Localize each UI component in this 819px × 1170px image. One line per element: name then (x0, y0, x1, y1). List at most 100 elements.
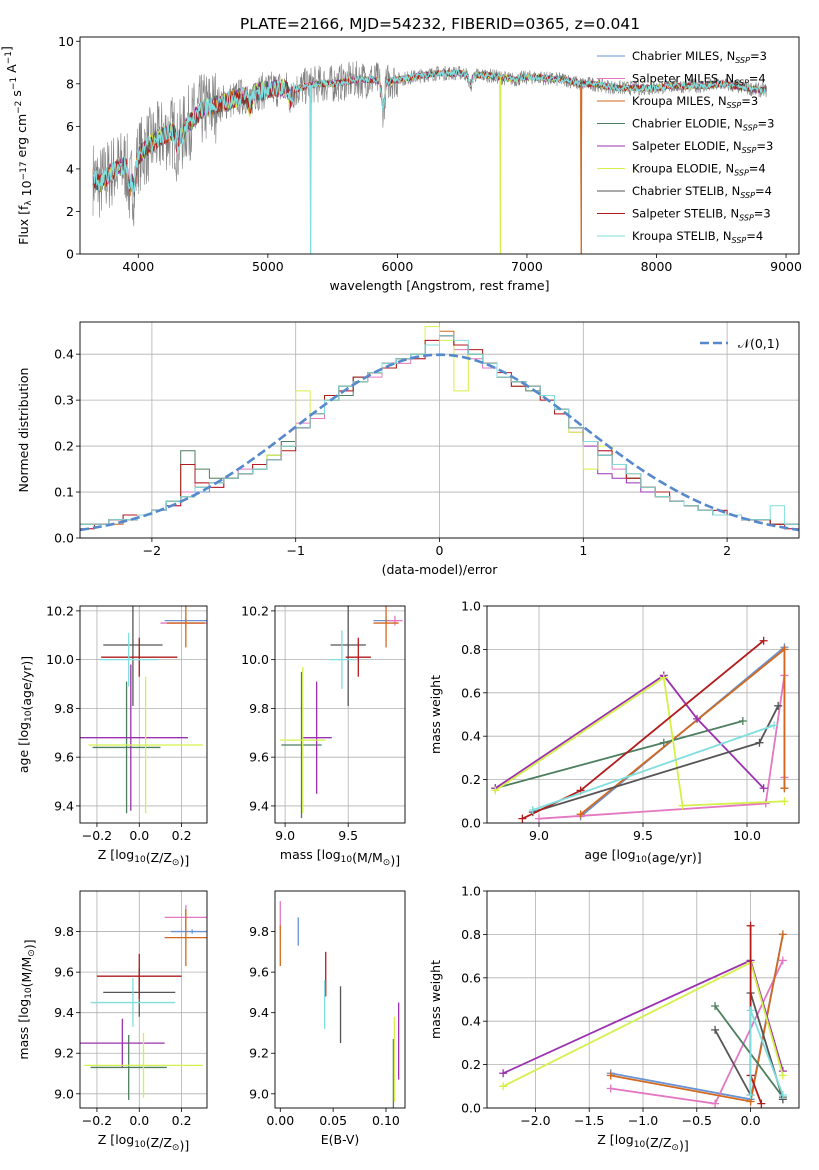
weight-marker (759, 636, 768, 645)
weight-marker (755, 738, 764, 747)
weight-marker (757, 1099, 766, 1108)
chart-spectrum: 4000 5000 6000 7000 8000 9000 0 2 4 6 8 10 wavelengt… (0, 34, 802, 293)
legend-label: Chabrier ELODIE, NSSP=3 (632, 117, 774, 133)
weight-marker (711, 1025, 720, 1034)
x-tick-label: 9.5 (338, 828, 358, 843)
weight-marker (576, 810, 585, 819)
weight-marker (711, 1099, 720, 1108)
x-tick-label: 8000 (641, 259, 673, 274)
weight-series-line (714, 1005, 784, 1098)
y-tick-label: 0.8 (461, 642, 481, 657)
y-tick-label: 10 (58, 34, 74, 49)
y-tick-label: 9.0 (249, 1086, 269, 1101)
weight-marker (774, 701, 783, 710)
x-tick-label: 4000 (122, 259, 154, 274)
weight-series-line (532, 724, 775, 811)
y-axis-label: mass [log10(M/M⊙)] (16, 939, 37, 1059)
weight-lines (491, 636, 789, 823)
chart-mass-weight-vs-age: 9.0 9.5 10.0 0.0 0.2 0.4 0.6 0.8 1.0 age [log10(a… (428, 599, 800, 865)
x-tick-label: −0.2 (82, 1113, 112, 1128)
weight-marker (746, 1090, 755, 1099)
axes-frame (79, 321, 800, 539)
data-spectrum-line (92, 60, 767, 227)
y-tick-label: 9.6 (54, 965, 74, 980)
weight-marker (778, 930, 787, 939)
y-tick-label: 9.8 (54, 924, 74, 939)
weight-series-line (494, 674, 765, 790)
weight-series-line (495, 720, 744, 790)
weight-marker (678, 801, 687, 810)
model-spectrum-line (92, 69, 767, 254)
x-axis-label: wavelength [Angstrom, rest frame] (329, 278, 549, 293)
x-tick-label: 0.2 (172, 828, 192, 843)
y-tick-label: 9.6 (54, 750, 74, 765)
weight-marker (780, 797, 789, 806)
weight-marker (535, 814, 543, 823)
weight-marker (528, 805, 537, 814)
y-tick-label: 0.6 (461, 970, 481, 985)
y-tick-label: 10.0 (241, 652, 269, 667)
y-tick-label: 9.6 (249, 965, 269, 980)
weight-marker (499, 1069, 508, 1078)
histogram-steps (80, 326, 799, 532)
figure-title: PLATE=2166, MJD=54232, FIBERID=0365, z=0… (240, 15, 640, 33)
legend-label: Salpeter STELIB, NSSP=3 (632, 207, 771, 223)
x-tick-label: 2 (723, 543, 731, 558)
y-tick-label: 9.4 (54, 798, 74, 813)
y-tick-label: 0.2 (461, 1057, 481, 1072)
weight-marker (518, 814, 527, 823)
errorbar-points (80, 606, 207, 814)
y-tick-label: 0.2 (54, 439, 74, 454)
legend-label: Chabrier STELIB, NSSP=4 (632, 184, 772, 200)
y-tick-label: 9.8 (249, 924, 269, 939)
histogram-series (80, 335, 799, 525)
y-tick-label: 0 (66, 247, 74, 262)
x-axis-label: mass [log10(M/M⊙)] (280, 847, 400, 868)
legend-label: Salpeter ELODIE, NSSP=3 (632, 139, 773, 155)
legend-label: Kroupa STELIB, NSSP=4 (632, 229, 763, 245)
x-tick-label: −2.0 (520, 1113, 550, 1128)
y-tick-label: 0.0 (461, 1101, 481, 1116)
weight-marker (711, 1002, 720, 1011)
y-tick-label: 0.4 (461, 729, 481, 744)
y-tick-label: 9.0 (54, 1086, 74, 1101)
y-tick-label: 9.2 (54, 1046, 74, 1061)
y-axis-label: Normed distribution (16, 368, 31, 493)
y-tick-label: 10.2 (46, 603, 74, 618)
axes-frame (79, 36, 800, 255)
weight-marker (491, 786, 500, 795)
y-axis-label: age [log10(age/yr)] (16, 656, 34, 773)
y-tick-label: 0.4 (461, 1014, 481, 1029)
weight-marker (759, 784, 768, 793)
weight-marker (770, 721, 779, 730)
x-tick-label: 7000 (511, 259, 543, 274)
y-tick-label: 0.0 (461, 816, 481, 831)
x-tick-label: 9.0 (529, 828, 549, 843)
errorbar-points (280, 606, 403, 819)
normal-reference-curve (80, 353, 799, 532)
x-tick-label: 0.0 (129, 1113, 149, 1128)
y-tick-label: 0.1 (54, 485, 74, 500)
y-tick-label: 9.8 (54, 701, 74, 716)
weight-marker (693, 714, 702, 723)
y-tick-label: 6 (66, 119, 74, 134)
y-tick-label: 0.4 (54, 347, 74, 362)
x-tick-label: 0.0 (129, 828, 149, 843)
spectrum-legend: Chabrier MILES, NSSP=3 Salpeter MILES, NS… (597, 49, 774, 245)
chart-age-vs-mass: 9.0 9.5 9.4 9.6 9.8 10.0 10.2 mass [log10(M/M⊙)… (241, 603, 406, 868)
y-tick-label: 1.0 (461, 884, 481, 899)
legend-label: Salpeter MILES, NSSP=4 (632, 72, 766, 88)
weight-marker (659, 738, 668, 747)
chart-mass-weight-vs-Z: −2.0 −1.5 −1.0 −0.5 0.0 0.0 0.2 0.4 0.6 0.8 1.0 Z [… (428, 884, 800, 1153)
x-tick-label: 0.10 (372, 1113, 400, 1128)
weight-marker (746, 1006, 755, 1015)
y-tick-label: 9.6 (249, 750, 269, 765)
y-tick-label: 0.3 (54, 393, 74, 408)
x-tick-label: 0.0 (741, 1113, 761, 1128)
y-axis-label: mass weight (428, 675, 443, 754)
y-tick-label: 1.0 (461, 599, 481, 614)
axes-frame (79, 605, 208, 824)
weight-marker (606, 1084, 615, 1093)
weight-marker (746, 921, 755, 930)
weight-marker (780, 784, 789, 793)
